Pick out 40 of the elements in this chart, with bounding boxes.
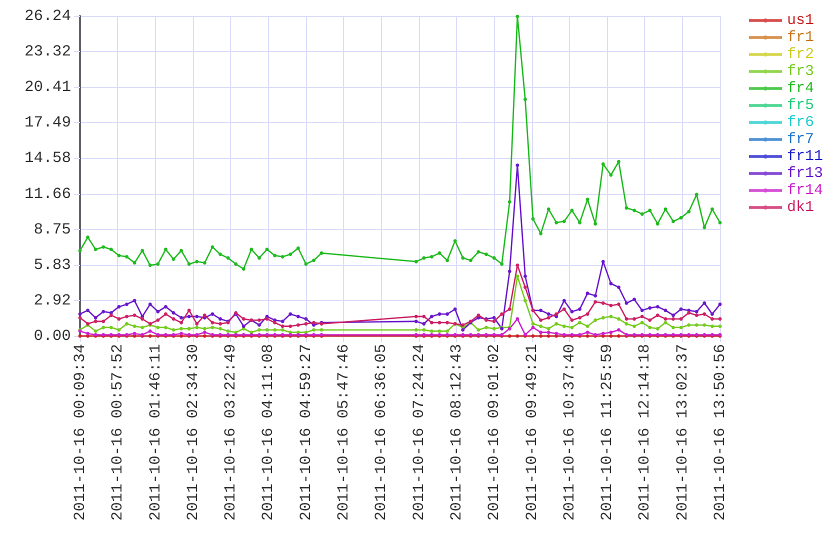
- x-tick-label: 2011-10-16 02:34:30: [184, 344, 202, 521]
- x-tick-label: 2011-10-16 04:11:08: [259, 344, 278, 521]
- legend-label: fr4: [786, 80, 814, 97]
- y-tick-label: 2.92: [34, 291, 71, 310]
- x-tick-label: 2011-10-16 01:46:11: [146, 344, 164, 521]
- y-tick-label: 8.75: [34, 220, 71, 238]
- legend-label: fr7: [786, 131, 814, 148]
- legend-label: fr2: [786, 46, 814, 63]
- x-tick-label: 2011-10-16 13:50:56: [711, 344, 729, 521]
- x-tick-label: 2011-10-16 09:49:21: [522, 344, 541, 521]
- x-tick-label: 2011-10-16 00:09:34: [71, 344, 89, 521]
- legend-label: fr1: [786, 29, 814, 46]
- x-tick-label: 2011-10-16 06:36:05: [372, 344, 390, 521]
- legend-label: fr5: [786, 97, 814, 114]
- x-tick-label: 2011-10-16 00:57:52: [108, 344, 127, 521]
- y-tick-label: 23.32: [24, 42, 71, 61]
- legend-label: fr11: [786, 148, 824, 165]
- legend-label: fr3: [786, 63, 814, 80]
- x-tick-label: 2011-10-16 11:25:59: [598, 344, 616, 521]
- x-tick-label: 2011-10-16 07:24:24: [410, 344, 428, 521]
- x-tick-label: 2011-10-16 04:59:27: [296, 344, 315, 521]
- y-tick-label: 17.49: [24, 114, 71, 132]
- x-tick-label: 2011-10-16 13:02:37: [673, 344, 692, 521]
- y-tick-label: 5.83: [34, 256, 71, 274]
- y-tick-label: 0.00: [34, 327, 71, 345]
- x-tick-label: 2011-10-16 08:12:43: [447, 344, 466, 521]
- y-tick-label: 20.41: [24, 78, 71, 96]
- y-tick-label: 14.58: [24, 149, 71, 168]
- x-tick-label: 2011-10-16 05:47:46: [334, 344, 353, 521]
- legend-label: us1: [786, 12, 814, 29]
- legend-label: dk1: [786, 199, 814, 216]
- legend-label: fr13: [786, 165, 824, 182]
- x-tick-label: 2011-10-16 12:14:18: [636, 344, 654, 521]
- x-tick-label: 2011-10-16 10:37:40: [560, 344, 578, 521]
- x-tick-label: 2011-10-16 03:22:49: [222, 344, 240, 521]
- legend-label: fr14: [786, 182, 824, 199]
- x-tick-label: 2011-10-16 09:01:02: [485, 344, 504, 521]
- y-tick-label: 26.24: [24, 7, 71, 25]
- y-tick-label: 11.66: [24, 184, 71, 203]
- legend-label: fr6: [786, 114, 814, 131]
